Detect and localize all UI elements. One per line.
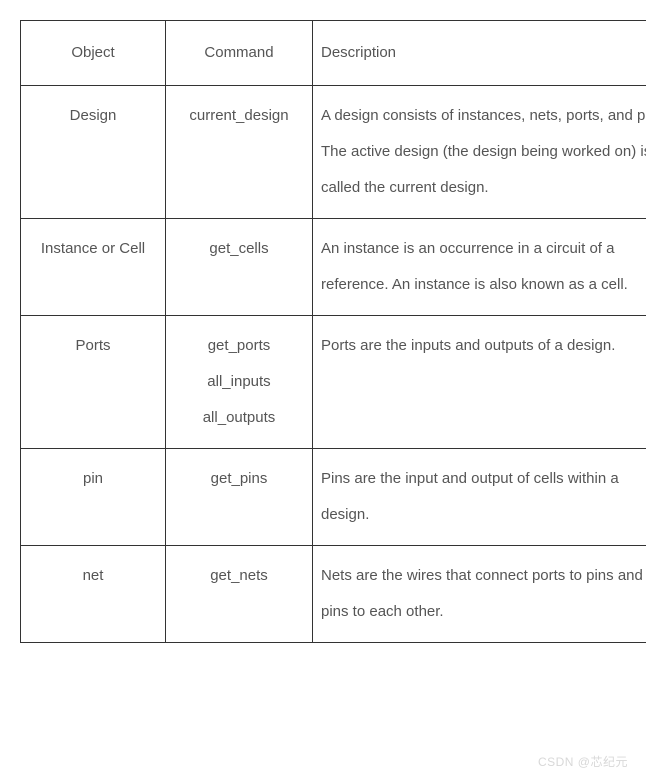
header-description: Description (313, 21, 646, 86)
cell-object: Instance or Cell (21, 219, 166, 316)
cell-description: A design consists of instances, nets, po… (313, 86, 646, 219)
command-text: all_inputs (174, 364, 304, 400)
table-header-row: Object Command Description (21, 21, 646, 86)
command-text: current_design (174, 98, 304, 134)
cell-command: get_nets (166, 546, 313, 643)
table-row: pinget_pinsPins are the input and output… (21, 449, 646, 546)
header-object: Object (21, 21, 166, 86)
header-command: Command (166, 21, 313, 86)
table-row: Designcurrent_designA design consists of… (21, 86, 646, 219)
cell-command: get_cells (166, 219, 313, 316)
cell-command: current_design (166, 86, 313, 219)
cell-object: Ports (21, 316, 166, 449)
cell-object: pin (21, 449, 166, 546)
command-text: get_pins (174, 461, 304, 497)
reference-table: Object Command Description Designcurrent… (20, 20, 646, 643)
cell-object: Design (21, 86, 166, 219)
command-text: get_ports (174, 328, 304, 364)
cell-command: get_pins (166, 449, 313, 546)
cell-description: Pins are the input and output of cells w… (313, 449, 646, 546)
cell-description: An instance is an occurrence in a circui… (313, 219, 646, 316)
watermark: CSDN @芯纪元 (538, 753, 628, 770)
command-text: all_outputs (174, 400, 304, 436)
table-body: Designcurrent_designA design consists of… (21, 86, 646, 643)
table-row: netget_netsNets are the wires that conne… (21, 546, 646, 643)
command-text: get_nets (174, 558, 304, 594)
table-row: Instance or Cellget_cellsAn instance is … (21, 219, 646, 316)
cell-command: get_portsall_inputsall_outputs (166, 316, 313, 449)
cell-object: net (21, 546, 166, 643)
command-text: get_cells (174, 231, 304, 267)
cell-description: Ports are the inputs and outputs of a de… (313, 316, 646, 449)
cell-description: Nets are the wires that connect ports to… (313, 546, 646, 643)
table-row: Portsget_portsall_inputsall_outputsPorts… (21, 316, 646, 449)
